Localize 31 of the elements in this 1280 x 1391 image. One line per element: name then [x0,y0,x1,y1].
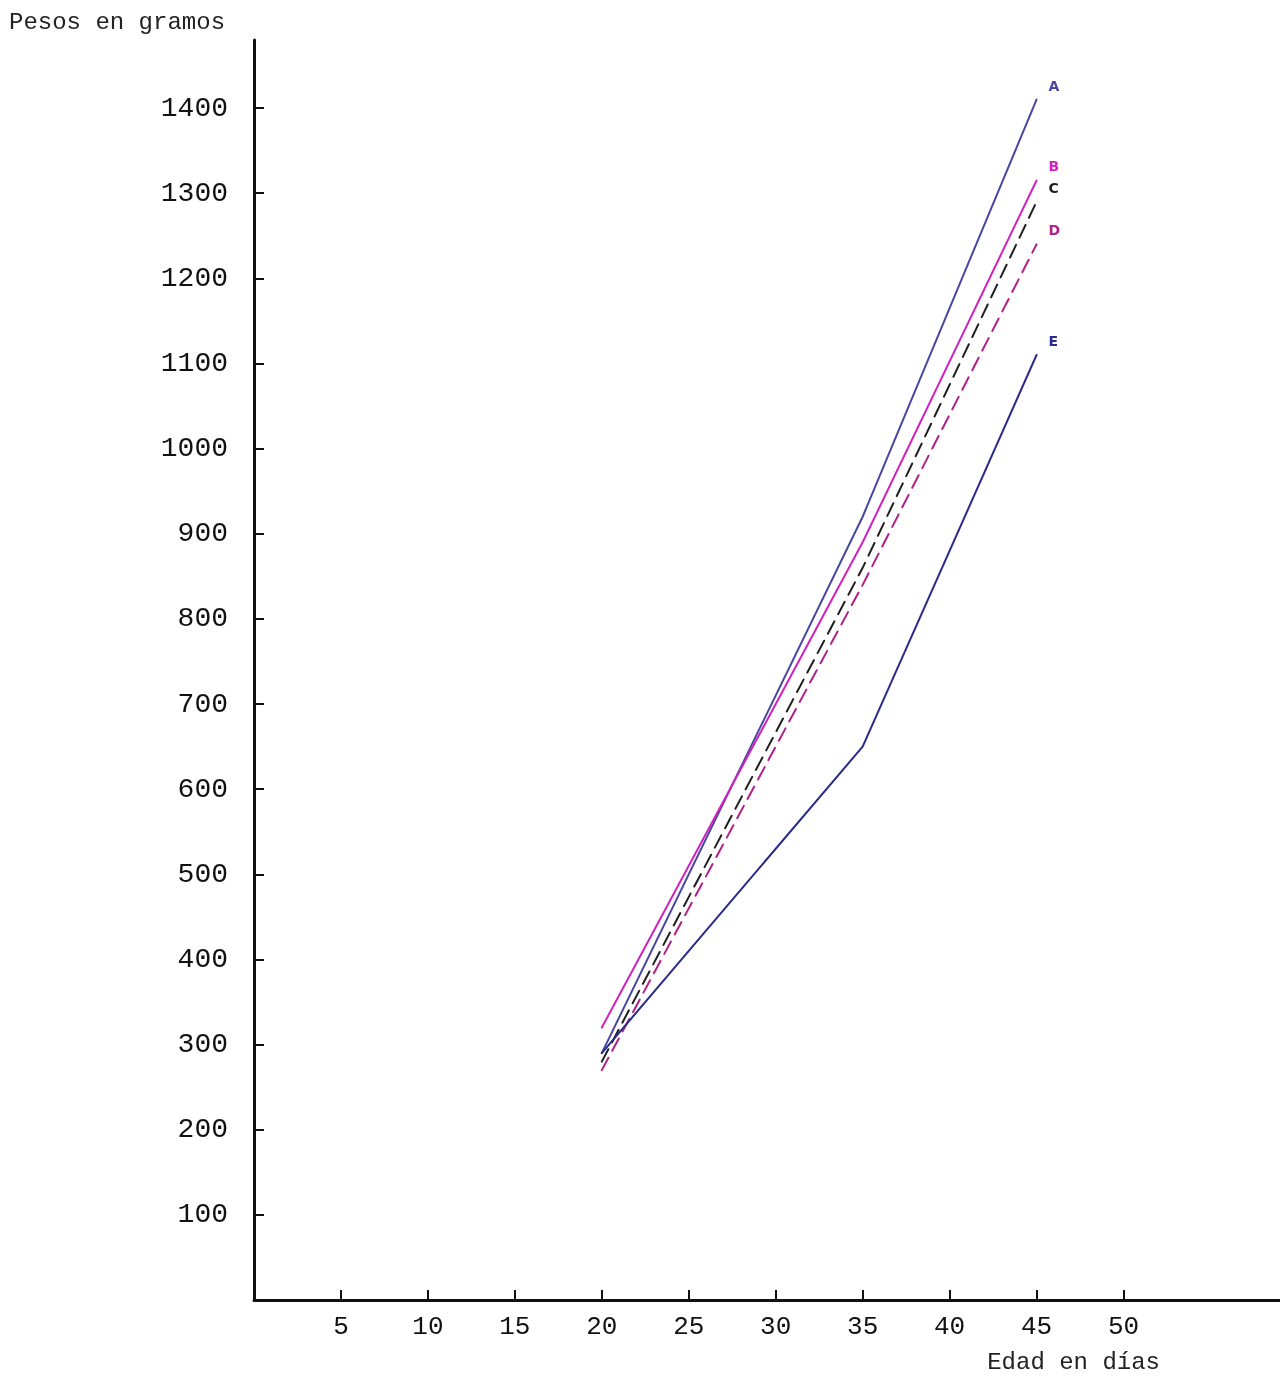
x-tick-label: 5 [333,1312,349,1342]
y-tick-label: 800 [177,603,228,635]
y-tick-label: 400 [177,943,228,975]
y-tick-label: 1200 [160,262,228,294]
y-tick-label: 300 [177,1029,228,1061]
x-axis-title: Edad en días [987,1348,1160,1376]
y-tick-label: 100 [177,1199,228,1231]
series-label: A [1048,77,1060,94]
y-tick-label: 200 [177,1114,228,1146]
y-tick-label: 600 [177,773,228,805]
x-tick-label: 15 [499,1312,531,1342]
x-tick-label: 35 [847,1312,879,1342]
y-tick-label: 1400 [160,92,228,124]
y-tick-label: 1100 [160,348,228,380]
y-tick-label: 500 [177,858,228,890]
x-tick-label: 30 [760,1312,792,1342]
y-tick-label: 1000 [160,433,228,465]
y-axis-title: Pesos en gramos [9,8,226,36]
y-tick-label: 700 [177,688,228,720]
x-tick-label: 25 [673,1312,705,1342]
series-label: B [1048,158,1060,175]
series-label: C [1048,179,1059,196]
y-tick-label: 900 [177,518,228,550]
y-tick-label: 1300 [160,177,228,209]
x-tick-label: 45 [1020,1312,1053,1342]
x-tick-label: 50 [1107,1312,1140,1342]
series-label: D [1048,222,1061,239]
x-tick-label: 10 [412,1312,444,1342]
x-tick-label: 20 [586,1312,618,1342]
series-label: E [1048,333,1059,349]
x-tick-label: 40 [933,1312,966,1342]
